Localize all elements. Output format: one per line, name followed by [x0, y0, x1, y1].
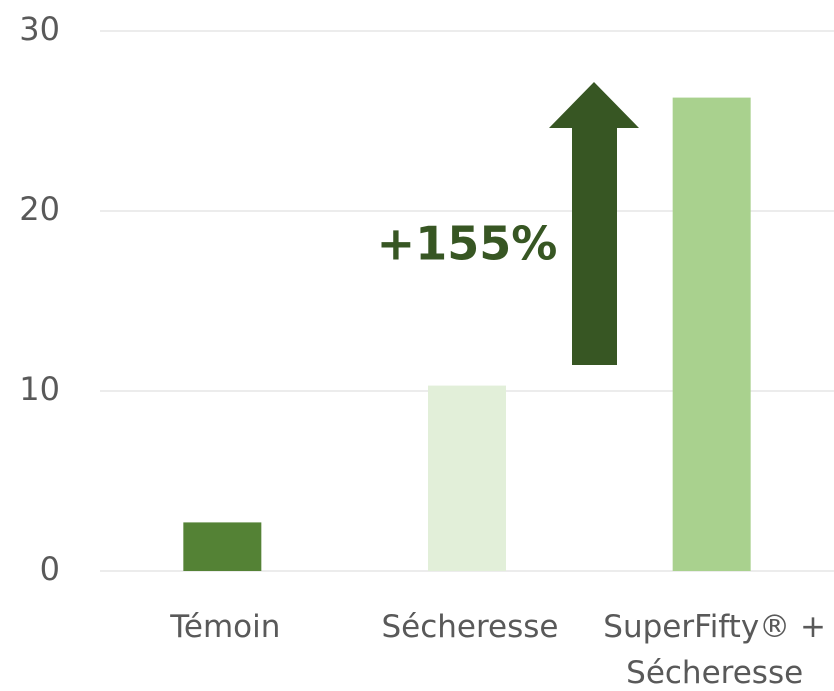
y-tick-label: 0 — [40, 550, 60, 588]
arrow — [549, 82, 639, 365]
x-tick-label: SuperFifty® + Sécheresse — [603, 609, 827, 691]
bar — [183, 522, 262, 571]
y-tick-label: 30 — [19, 10, 60, 48]
bar — [672, 97, 751, 571]
annotation: +155% — [377, 217, 558, 271]
x-tick-label: Témoin — [170, 609, 281, 645]
x-tick-label: Sécheresse — [381, 609, 559, 645]
y-tick-label: 10 — [19, 370, 60, 408]
bar — [428, 385, 506, 571]
y-tick-label: 20 — [19, 190, 60, 228]
